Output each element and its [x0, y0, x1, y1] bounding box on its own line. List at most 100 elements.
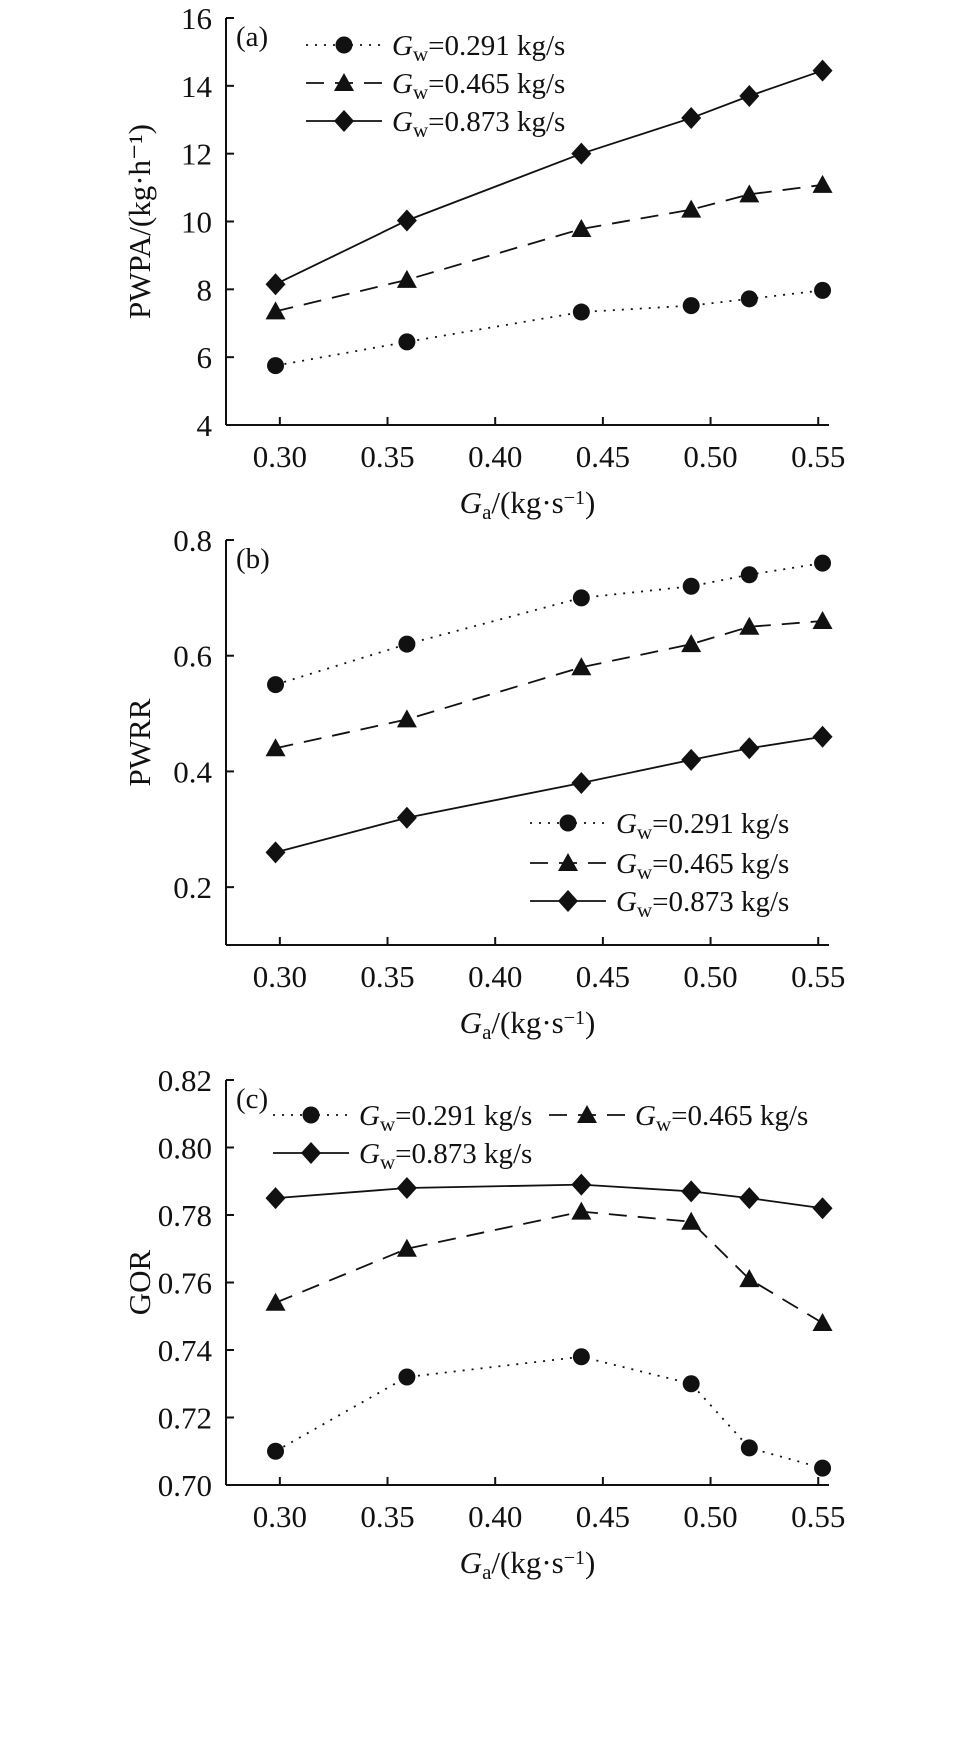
x-tick-label: 0.50	[683, 439, 737, 474]
x-axis-title-sup: −1	[564, 487, 585, 509]
legend-marker	[558, 853, 578, 871]
data-point	[682, 1375, 700, 1393]
legend-label-rest: =0.465 kg/s	[652, 848, 789, 880]
data-point	[265, 301, 286, 320]
data-point	[812, 1313, 833, 1331]
data-point	[571, 772, 592, 794]
legend-label-main: G	[359, 1100, 380, 1132]
series-line	[275, 735, 823, 854]
data-point	[681, 199, 702, 218]
data-point	[396, 709, 417, 728]
legend-entry: Gw=0.291 kg/s	[530, 808, 789, 844]
data-point	[812, 174, 833, 193]
data-point	[740, 290, 758, 308]
legend-entry: Gw=0.873 kg/s	[273, 1138, 532, 1174]
panel-label: (c)	[236, 1083, 268, 1115]
data-point	[739, 1269, 760, 1288]
data-point	[265, 273, 286, 296]
legend-label: Gw=0.291 kg/s	[392, 30, 565, 66]
x-axis-title-sub: a	[482, 500, 492, 524]
legend-marker	[558, 890, 578, 912]
data-point	[681, 107, 702, 130]
chart-panel-b: 0.30 0.35 0.40 0.45 0.50 0.55 0.2 0.4 0.6 0.8 Ga/(…	[122, 523, 845, 1044]
data-point	[739, 85, 760, 108]
legend-label: Gw=0.873 kg/s	[616, 886, 789, 922]
data-point	[681, 1211, 702, 1230]
legend-entry: Gw=0.291 kg/s	[273, 1100, 532, 1136]
series-line	[275, 1355, 823, 1469]
legend-entry: Gw=0.291 kg/s	[306, 30, 565, 66]
data-point	[739, 184, 760, 203]
legend-marker	[559, 814, 577, 832]
x-axis-title-sup: −1	[564, 1007, 585, 1029]
data-point	[265, 1292, 286, 1311]
y-tick-label: 0.76	[158, 1266, 212, 1301]
y-tick-label: 0.2	[173, 870, 212, 905]
legend-label-sub: w	[413, 80, 429, 104]
legend-label-rest: =0.873 kg/s	[652, 886, 789, 918]
data-point	[396, 806, 417, 829]
series-circle	[267, 281, 832, 375]
y-tick-label: 12	[181, 137, 212, 172]
series-triangle	[265, 611, 833, 757]
x-tick-label: 0.50	[683, 959, 737, 994]
y-axis-title: PWPA/(kg·h⁻¹)	[122, 124, 157, 319]
data-point	[396, 209, 417, 232]
data-point	[814, 1459, 832, 1477]
y-tick-label: 0.74	[158, 1333, 213, 1368]
data-point	[396, 1238, 417, 1257]
data-point	[740, 566, 758, 584]
y-tick-label: 0.4	[173, 754, 212, 789]
series-diamond	[265, 1173, 833, 1220]
series-triangle	[265, 174, 833, 320]
x-tick-label: 0.40	[468, 439, 522, 474]
legend-label-sub: w	[413, 118, 429, 142]
x-axis-title-main: G	[460, 1005, 482, 1040]
y-tick-label: 4	[197, 408, 213, 443]
legend-entry: Gw=0.465 kg/s	[549, 1100, 808, 1136]
legend-label-main: G	[616, 886, 637, 918]
x-tick-label: 0.45	[576, 1499, 630, 1534]
data-point	[682, 297, 700, 315]
series-line	[275, 183, 823, 313]
legend-label-rest: =0.873 kg/s	[395, 1138, 532, 1170]
data-point	[812, 611, 833, 629]
legend-label-rest: =0.291 kg/s	[652, 808, 789, 840]
series-diamond	[265, 725, 833, 864]
x-axis-title-main: G	[460, 1545, 482, 1580]
y-tick-label: 16	[181, 1, 212, 36]
legend-marker	[301, 1142, 321, 1164]
series-line	[275, 69, 823, 286]
y-tick-label: 0.70	[158, 1468, 212, 1503]
data-point	[681, 1180, 702, 1203]
x-tick-label: 0.40	[468, 1499, 522, 1534]
legend-label: Gw=0.873 kg/s	[392, 106, 565, 142]
series-circle	[267, 1348, 832, 1477]
legend-entry: Gw=0.465 kg/s	[530, 848, 789, 884]
data-point	[739, 1187, 760, 1210]
legend-label-sub: w	[380, 1150, 396, 1174]
x-tick-label: 0.55	[791, 959, 845, 994]
series-line	[275, 620, 823, 750]
x-axis-title-close: )	[585, 1005, 595, 1040]
chart-panel-a: 0.30 0.35 0.40 0.45 0.50 0.55 4 6 8 10 12 14 16 Ga/(k…	[122, 1, 845, 524]
legend-marker	[302, 1106, 320, 1124]
y-tick-label: 0.82	[158, 1063, 212, 1098]
x-tick-label: 0.45	[576, 959, 630, 994]
legend-label-main: G	[392, 68, 413, 100]
data-point	[571, 1173, 592, 1196]
legend-label: Gw=0.873 kg/s	[359, 1138, 532, 1174]
data-point	[572, 303, 590, 321]
data-point	[572, 589, 590, 607]
x-axis-title-sup: −1	[564, 1547, 585, 1569]
legend-label-main: G	[359, 1138, 380, 1170]
x-tick-label: 0.35	[360, 959, 414, 994]
series-circle	[267, 554, 832, 694]
y-axis-title: PWRR	[122, 698, 157, 786]
legend-label: Gw=0.291 kg/s	[359, 1100, 532, 1136]
data-point	[265, 738, 286, 757]
data-point	[265, 1187, 286, 1210]
data-point	[812, 59, 833, 82]
series-line	[275, 289, 823, 367]
